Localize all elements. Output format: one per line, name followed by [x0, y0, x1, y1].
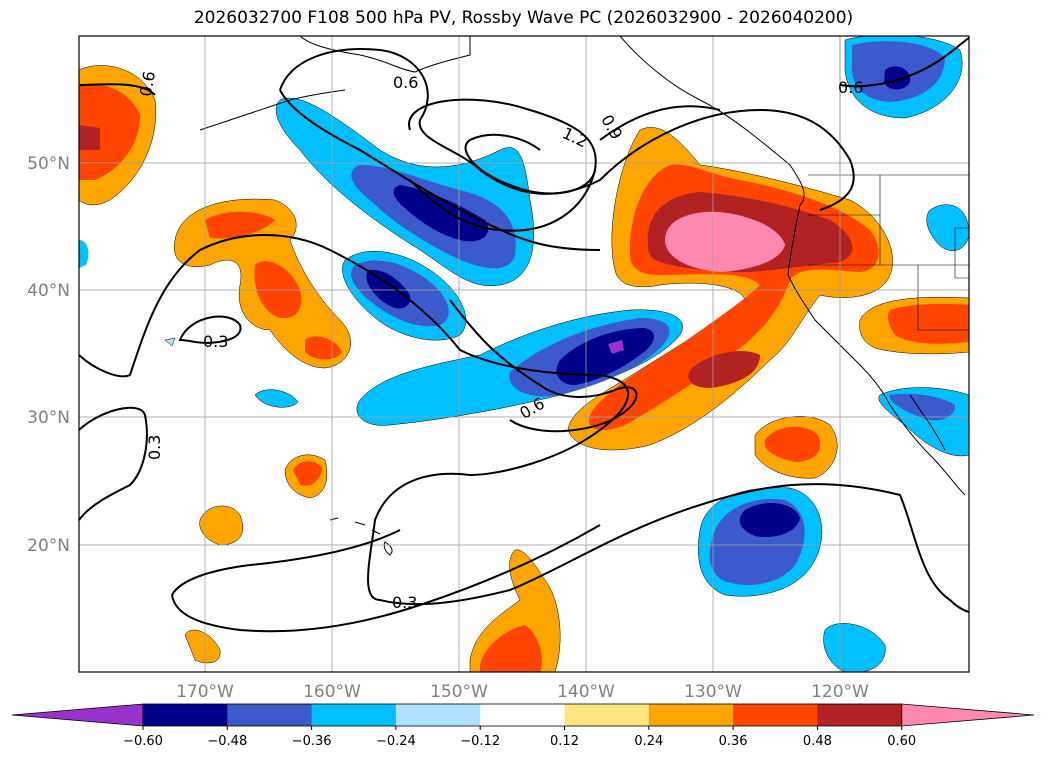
contour-label: 0.6 [838, 78, 863, 97]
colorbar-tick-label: −0.24 [376, 734, 416, 749]
colorbar-tick-label: 0.12 [550, 734, 579, 749]
negative-anomaly-south [823, 623, 886, 672]
colorbar-segment [227, 704, 313, 726]
colorbar-segment [143, 704, 228, 726]
colorbar-tick-label: −0.12 [460, 734, 500, 749]
us-west-coast [787, 204, 891, 406]
negative-anomaly-baja-core [889, 393, 955, 421]
colorbar-segment [648, 704, 734, 726]
contour-0.6-mid [449, 299, 638, 433]
contour-label: 0.3 [392, 593, 417, 612]
positive-anomaly-162w-26n-core [293, 461, 322, 486]
contour-0.3-big [79, 234, 969, 613]
contour-1.2 [408, 98, 597, 195]
colorbar-segment [733, 704, 818, 726]
colorbar-segment [395, 704, 481, 726]
positive-anomaly-165w-40n-core [205, 211, 275, 239]
negative-anomaly-nw-peak [393, 185, 489, 242]
lon-label: 140°W [557, 682, 615, 702]
us-state-borders [808, 36, 969, 331]
map-area: 0.6 0.6 1.2 0.9 0.6 0.3 0.3 0.6 0.3 [79, 36, 969, 672]
colorbar-extend-min [11, 703, 144, 727]
colorbar-extend-max [901, 703, 1035, 727]
gulf-of-california [909, 394, 946, 451]
alaska-peninsula [199, 89, 346, 131]
negative-anomaly-155w-peak [366, 269, 411, 309]
alaska-coast [299, 36, 471, 73]
lon-label: 170°W [176, 682, 234, 702]
positive-anomaly-132w-33n [688, 350, 760, 388]
colorbar-tick-label: 0.36 [719, 734, 748, 749]
bc-coast [619, 36, 805, 206]
lon-label: 130°W [684, 682, 742, 702]
lat-label: 40°N [27, 281, 70, 301]
negative-anomaly-140w-min [608, 340, 624, 354]
colorbar: −0.60 −0.48 −0.36 −0.24 −0.12 0.12 0.24 0.36 0.4… [11, 703, 1035, 749]
colorbar-tick-label: 0.48 [803, 734, 832, 749]
figure-title: 2026032700 F108 500 hPa PV, Rossby Wave … [193, 8, 854, 28]
lon-label: 150°W [430, 682, 488, 702]
negative-anomaly-tiny [164, 337, 176, 347]
positive-anomaly-168w-22n [199, 505, 244, 546]
negative-anomaly-west-edge [79, 240, 89, 268]
coastlines [199, 36, 969, 556]
baja-coast [889, 404, 966, 496]
lat-label: 30°N [27, 408, 70, 428]
lon-label: 160°W [303, 682, 361, 702]
longitude-labels: 170°W 160°W 150°W 140°W 130°W 120°W [176, 682, 869, 702]
lat-label: 20°N [27, 536, 70, 556]
pv-contours [79, 37, 969, 633]
colorbar-tick-label: −0.48 [207, 734, 247, 749]
colorbar-tick-label: 0.24 [634, 734, 663, 749]
contour-label: 0.6 [393, 73, 418, 92]
latitude-labels: 50°N 40°N 30°N 20°N [27, 154, 70, 556]
positive-anomaly-east-40n-core [887, 303, 969, 344]
positive-anomaly-ne-pacific-peak [665, 211, 785, 272]
negative-anomaly-160w-30n [254, 389, 299, 408]
colorbar-segment [480, 704, 565, 726]
contour-0.3-south [171, 524, 601, 633]
positive-anomaly-165w-40n-core3 [305, 336, 342, 360]
contour-0.9 [409, 105, 721, 232]
colorbar-segment [564, 704, 650, 726]
colorbar-tick-label: −0.60 [123, 734, 163, 749]
colorbar-tick-label: −0.36 [292, 734, 332, 749]
colorbar-frame [142, 703, 903, 727]
contour-label: 0.3 [203, 332, 228, 351]
positive-anomaly-145w-15n-core [480, 625, 542, 672]
colorbar-segment [817, 704, 903, 726]
negative-anomaly-140w-peak [556, 328, 655, 385]
negative-anomaly-coast-45n [926, 204, 969, 251]
contour-0.3-west [79, 406, 148, 521]
positive-anomaly-west-50n-core [79, 83, 140, 180]
colorbar-segment [311, 704, 397, 726]
gridlines [79, 36, 969, 672]
lat-label: 50°N [27, 154, 70, 174]
contour-label: 0.3 [145, 435, 164, 460]
colorbar-tick-label: 0.60 [887, 734, 916, 749]
positive-anomaly-170w-13n [184, 629, 221, 664]
map-frame [78, 35, 970, 673]
negative-anomaly-ne-peak [884, 66, 911, 90]
contour-0.3-loop [178, 315, 242, 344]
contour-label: 0.6 [136, 70, 159, 98]
positive-anomaly-west-50n-peak [79, 125, 100, 150]
hawaii [329, 517, 393, 556]
negative-anomaly-128w-22n-peak [739, 503, 800, 538]
lon-label: 120°W [811, 682, 869, 702]
positive-anomaly-125w-28n-core [764, 426, 821, 462]
